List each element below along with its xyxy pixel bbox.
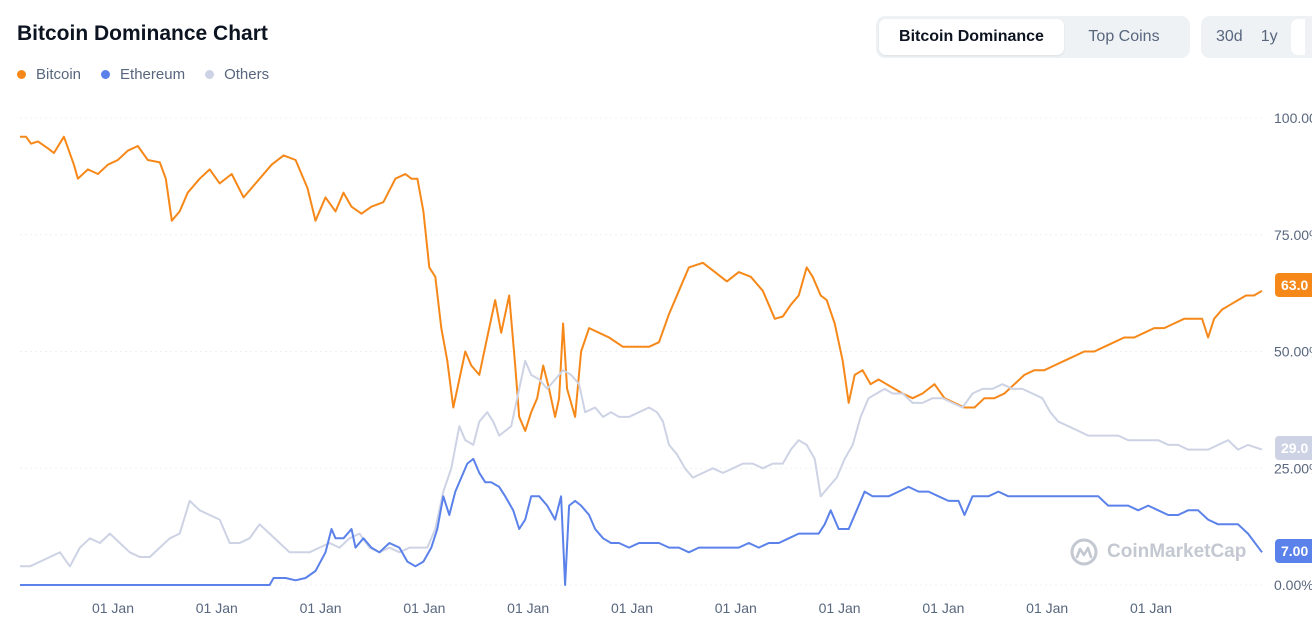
x-tick-label: 01 Jan — [403, 600, 445, 616]
series-line-others — [20, 359, 1263, 568]
y-axis-labels: 100.00% 75.00% 50.00% 25.00% 0.00% — [1274, 110, 1312, 593]
coinmarketcap-logo-icon — [1070, 538, 1098, 566]
chart-lines — [20, 135, 1263, 586]
x-tick-label: 01 Jan — [507, 600, 549, 616]
ethereum-value-badge: 7.00 — [1275, 539, 1312, 563]
range-30d-button[interactable]: 30d — [1216, 28, 1243, 45]
x-tick-label: 01 Jan — [300, 600, 342, 616]
legend-item-bitcoin[interactable]: Bitcoin — [17, 66, 81, 83]
x-tick-label: 01 Jan — [611, 600, 653, 616]
ethereum-legend-dot — [101, 70, 111, 79]
y-tick-label: 100.00% — [1274, 110, 1312, 126]
bitcoin-legend-dot — [17, 70, 26, 79]
range-1y-button[interactable]: 1y — [1260, 28, 1278, 45]
x-tick-label: 01 Jan — [922, 600, 964, 616]
x-axis-labels: 01 Jan 01 Jan 01 Jan 01 Jan 01 Jan 01 Jan 01 J… — [92, 600, 1172, 616]
chart-legend: Bitcoin Ethereum Others — [17, 66, 269, 83]
legend-item-others[interactable]: Others — [205, 66, 269, 83]
legend-label-others: Others — [224, 66, 270, 83]
y-tick-label: 0.00% — [1274, 577, 1312, 593]
watermark: CoinMarketCap — [1069, 537, 1246, 567]
x-tick-label: 01 Jan — [715, 600, 757, 616]
legend-item-ethereum[interactable]: Ethereum — [101, 66, 185, 83]
others-value-badge: 29.0 — [1275, 436, 1312, 460]
x-tick-label: 01 Jan — [1026, 600, 1068, 616]
x-tick-label: 01 Jan — [92, 600, 134, 616]
others-legend-dot — [205, 70, 215, 79]
range-more-button[interactable] — [1290, 19, 1305, 55]
watermark-text: CoinMarketCap — [1107, 541, 1247, 562]
x-tick-label: 01 Jan — [819, 600, 861, 616]
view-toggle: Bitcoin Dominance Top Coins — [876, 16, 1190, 58]
series-line-ethereum — [20, 457, 1263, 586]
y-tick-label: 25.00% — [1274, 460, 1312, 476]
tab-top-coins[interactable]: Top Coins — [1088, 28, 1160, 45]
series-line-bitcoin — [20, 135, 1263, 432]
tab-bitcoin-dominance[interactable]: Bitcoin Dominance — [879, 19, 1064, 55]
legend-label-bitcoin: Bitcoin — [36, 66, 82, 83]
x-tick-label: 01 Jan — [1130, 600, 1172, 616]
y-tick-label: 50.00% — [1274, 344, 1312, 360]
bitcoin-value-badge: 63.0 — [1275, 273, 1312, 297]
y-tick-label: 75.00% — [1274, 227, 1312, 243]
chart-grid — [20, 117, 1262, 586]
x-tick-label: 01 Jan — [196, 600, 238, 616]
legend-label-ethereum: Ethereum — [120, 66, 186, 83]
page-title: Bitcoin Dominance Chart — [17, 22, 268, 45]
range-toggle: 30d 1y — [1201, 16, 1312, 58]
